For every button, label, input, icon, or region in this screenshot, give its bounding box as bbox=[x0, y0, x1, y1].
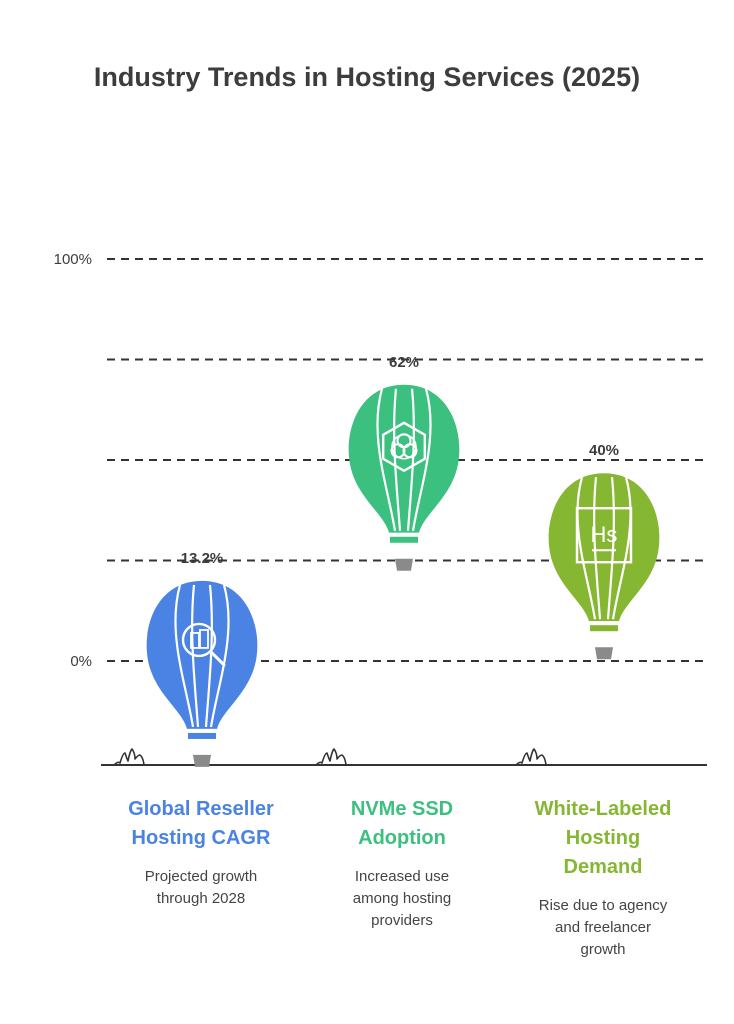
category-title-line: Demand bbox=[563, 856, 643, 878]
balloon-seam bbox=[376, 388, 397, 531]
category-white-labeled: White-Labeled Hosting Demand Rise due to… bbox=[503, 795, 703, 961]
box bbox=[575, 507, 633, 564]
grass-tuft bbox=[515, 748, 547, 766]
hexagon-nodes-icon bbox=[382, 421, 426, 473]
grass-tuft bbox=[113, 748, 145, 766]
balloons: 13.2% 62% Hs 40% bbox=[146, 354, 660, 767]
category-title-line: Global Reseller bbox=[128, 798, 274, 820]
balloon-seam bbox=[411, 388, 432, 531]
category-description-line: providers bbox=[371, 912, 433, 929]
balloon: 13.2% bbox=[146, 550, 258, 767]
balloon: 62% bbox=[348, 354, 460, 571]
balloon-seam bbox=[393, 388, 402, 531]
value-label: 62% bbox=[389, 354, 419, 371]
balloon-seam bbox=[204, 584, 213, 728]
category-title-line: White-Labeled bbox=[534, 798, 672, 820]
balloon-seam bbox=[406, 388, 415, 531]
category-description: Projected growth through 2028 bbox=[101, 866, 301, 910]
balloon-seam bbox=[209, 584, 230, 728]
category-title: Global Reseller Hosting CAGR bbox=[101, 795, 301, 853]
category-title-line: Hosting bbox=[565, 827, 641, 849]
balloon-basket bbox=[193, 754, 211, 767]
balloon: Hs 40% bbox=[548, 442, 660, 660]
balloon-basket bbox=[395, 558, 413, 571]
balloon-neck bbox=[590, 625, 618, 632]
balloon-neck bbox=[188, 732, 216, 739]
hexagon bbox=[382, 421, 426, 473]
balloon-basket bbox=[595, 647, 613, 660]
balloon-chart: 0% 100% 13.2% 62% Hs 40% bbox=[54, 251, 707, 767]
hs-letters: Hs bbox=[591, 522, 618, 547]
handle bbox=[209, 650, 226, 667]
category-title: White-Labeled Hosting Demand bbox=[503, 795, 703, 882]
balloon-band bbox=[588, 621, 620, 626]
category-description: Increased use among hosting providers bbox=[302, 866, 502, 932]
y-tick-label: 100% bbox=[54, 251, 92, 268]
category-description-line: and freelancer bbox=[555, 919, 651, 936]
grass-tuft bbox=[315, 748, 347, 766]
building bbox=[190, 632, 200, 649]
magnifying-glass-building-icon bbox=[181, 622, 226, 667]
category-title-line: Hosting CAGR bbox=[131, 827, 271, 849]
balloon-band bbox=[388, 532, 420, 537]
category-description-line: among hosting bbox=[352, 890, 452, 907]
hs-box-icon: Hs bbox=[575, 507, 633, 564]
category-description-line: Increased use bbox=[354, 868, 450, 885]
y-tick-label: 0% bbox=[70, 653, 92, 670]
ring bbox=[391, 433, 417, 460]
category-reseller-hosting: Global Reseller Hosting CAGR Projected g… bbox=[101, 795, 301, 910]
chart-title: Industry Trends in Hosting Services (202… bbox=[93, 62, 641, 92]
balloon-seam bbox=[576, 476, 597, 620]
category-nvme-ssd: NVMe SSD Adoption Increased use among ho… bbox=[302, 795, 502, 932]
category-description: Rise due to agency and freelancer growth bbox=[503, 895, 703, 961]
lens bbox=[181, 622, 217, 658]
balloon-band bbox=[186, 728, 218, 733]
category-description-line: through 2028 bbox=[156, 890, 246, 907]
category-title: NVMe SSD Adoption bbox=[302, 795, 502, 853]
category-title-line: NVMe SSD bbox=[350, 798, 454, 820]
balloon-seam bbox=[174, 584, 195, 728]
balloon-seam bbox=[611, 476, 632, 620]
balloon-seam bbox=[191, 584, 200, 728]
balloon-neck bbox=[390, 536, 418, 543]
category-description-line: growth bbox=[580, 941, 626, 958]
value-label: 40% bbox=[589, 442, 619, 459]
category-description-line: Projected growth bbox=[144, 868, 258, 885]
category-description-line: Rise due to agency bbox=[538, 897, 668, 914]
value-label: 13.2% bbox=[181, 550, 224, 567]
building bbox=[199, 629, 209, 649]
ground-line bbox=[101, 748, 707, 766]
category-title-line: Adoption bbox=[358, 827, 446, 849]
